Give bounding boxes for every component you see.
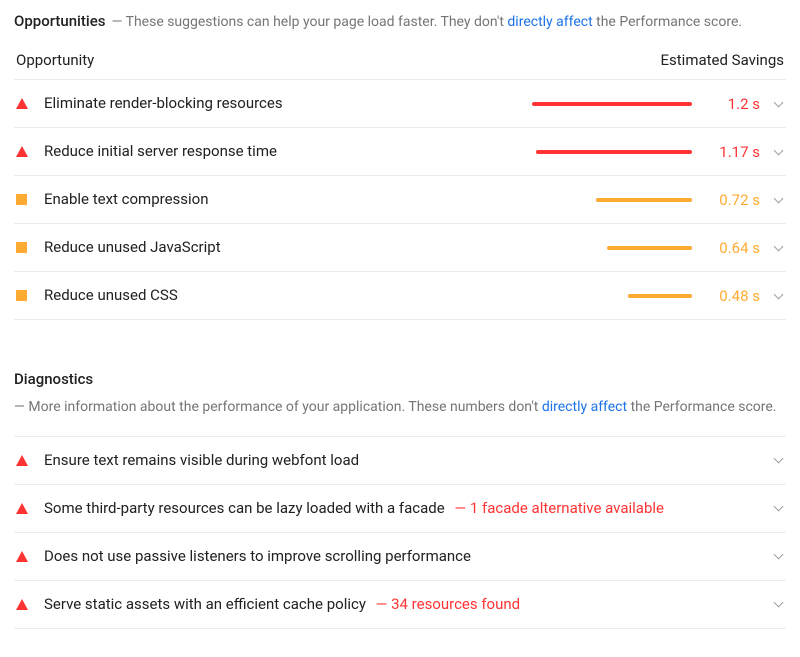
diagnostic-label: Some third-party resources can be lazy l… [44, 498, 760, 519]
savings-bar [530, 150, 700, 154]
diagnostic-row[interactable]: Does not use passive listeners to improv… [14, 533, 786, 581]
opportunity-row[interactable]: Reduce unused CSS 0.48 s [14, 272, 786, 320]
opportunity-label: Eliminate render-blocking resources [44, 93, 530, 114]
diagnostic-row[interactable]: Ensure text remains visible during webfo… [14, 437, 786, 485]
savings-bar [530, 102, 700, 106]
diagnostic-row[interactable]: Serve static assets with an efficient ca… [14, 581, 786, 629]
diagnostic-badge: — 34 resources found [372, 595, 520, 613]
savings-value: 0.72 s [700, 191, 760, 209]
diagnostic-label: Ensure text remains visible during webfo… [44, 450, 760, 471]
savings-value: 1.2 s [700, 95, 760, 113]
savings-value: 1.17 s [700, 143, 760, 161]
square-orange-icon [16, 194, 44, 205]
triangle-red-icon [16, 551, 44, 562]
triangle-red-icon [16, 599, 44, 610]
diagnostic-label: Does not use passive listeners to improv… [44, 546, 760, 567]
chevron-down-icon[interactable] [760, 96, 782, 112]
diagnostic-badge: — 1 facade alternative available [451, 499, 664, 517]
opportunity-label: Enable text compression [44, 189, 530, 210]
chevron-down-icon[interactable] [760, 452, 782, 468]
opportunity-row[interactable]: Reduce unused JavaScript 0.64 s [14, 224, 786, 272]
chevron-down-icon[interactable] [760, 596, 782, 612]
diagnostic-row[interactable]: Some third-party resources can be lazy l… [14, 485, 786, 533]
opportunities-table-head: Opportunity Estimated Savings [14, 51, 786, 80]
square-orange-icon [16, 290, 44, 301]
opportunities-title: Opportunities [14, 10, 105, 33]
triangle-red-icon [16, 455, 44, 466]
savings-bar [530, 246, 700, 250]
opportunities-list: Eliminate render-blocking resources 1.2 s… [14, 80, 786, 320]
triangle-red-icon [16, 146, 44, 157]
savings-bar [530, 198, 700, 202]
diagnostic-label: Serve static assets with an efficient ca… [44, 594, 760, 615]
chevron-down-icon[interactable] [760, 288, 782, 304]
chevron-down-icon[interactable] [760, 240, 782, 256]
chevron-down-icon[interactable] [760, 548, 782, 564]
savings-value: 0.64 s [700, 239, 760, 257]
opportunities-header: Opportunities — These suggestions can he… [14, 10, 786, 33]
opportunity-label: Reduce unused CSS [44, 285, 530, 306]
opportunity-row[interactable]: Enable text compression 0.72 s [14, 176, 786, 224]
savings-bar [530, 294, 700, 298]
savings-value: 0.48 s [700, 287, 760, 305]
directly-affect-link[interactable]: directly affect [542, 399, 627, 415]
diagnostics-header: Diagnostics — More information about the… [14, 368, 786, 418]
chevron-down-icon[interactable] [760, 192, 782, 208]
col-savings: Estimated Savings [661, 51, 785, 69]
diagnostics-list: Ensure text remains visible during webfo… [14, 437, 786, 629]
triangle-red-icon [16, 503, 44, 514]
directly-affect-link[interactable]: directly affect [507, 14, 592, 30]
chevron-down-icon[interactable] [760, 144, 782, 160]
chevron-down-icon[interactable] [760, 500, 782, 516]
opportunity-row[interactable]: Eliminate render-blocking resources 1.2 s [14, 80, 786, 128]
opportunity-label: Reduce unused JavaScript [44, 237, 530, 258]
opportunity-row[interactable]: Reduce initial server response time 1.17 … [14, 128, 786, 176]
opportunities-desc: — These suggestions can help your page l… [111, 12, 742, 33]
col-opportunity: Opportunity [16, 51, 94, 69]
opportunity-label: Reduce initial server response time [44, 141, 530, 162]
diagnostics-desc: — More information about the performance… [14, 397, 776, 418]
triangle-red-icon [16, 98, 44, 109]
diagnostics-title: Diagnostics [14, 368, 93, 391]
square-orange-icon [16, 242, 44, 253]
